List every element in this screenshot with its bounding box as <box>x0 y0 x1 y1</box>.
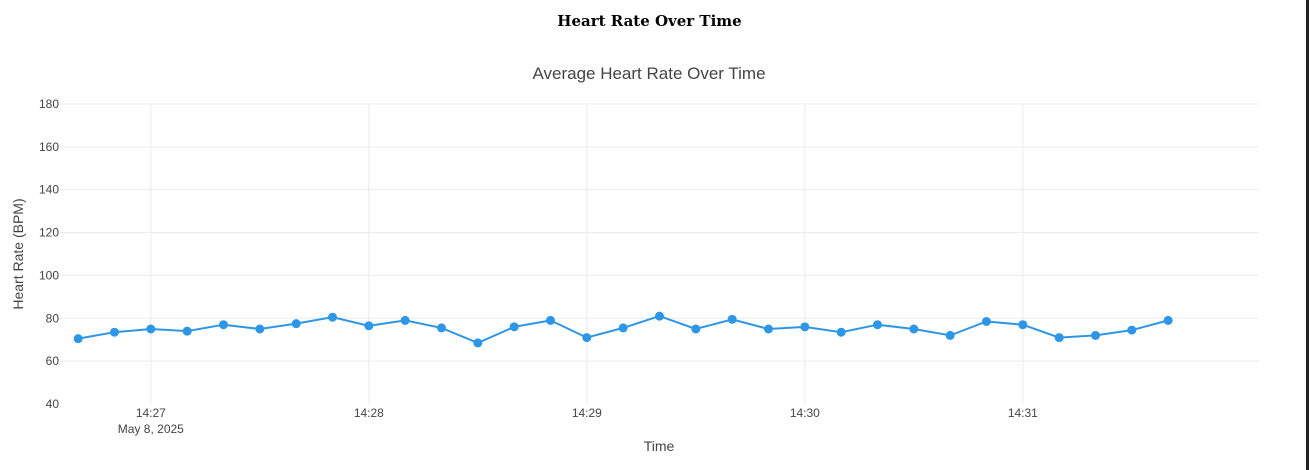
data-point <box>219 320 228 330</box>
data-point <box>328 312 337 322</box>
data-point <box>364 321 374 331</box>
data-point <box>1018 320 1028 330</box>
data-point <box>473 338 483 348</box>
data-point <box>509 322 519 332</box>
x-tick-label: 14:30 <box>790 406 820 420</box>
data-point <box>400 315 410 325</box>
data-point <box>945 330 955 340</box>
data-point <box>1091 330 1100 340</box>
x-tick-sublabel: May 8, 2025 <box>118 422 184 436</box>
x-axis-ticks: 14:27 May 8, 2025 14:28 14:29 14:30 14:31 <box>118 406 1038 436</box>
y-tick-label: 140 <box>39 183 59 197</box>
data-point <box>691 324 701 334</box>
chart-title: Average Heart Rate Over Time <box>532 64 765 83</box>
y-tick-label: 60 <box>46 354 60 368</box>
data-point <box>836 327 846 337</box>
x-tick-label: 14:31 <box>1008 406 1038 420</box>
data-point <box>982 317 991 326</box>
y-tick-label: 160 <box>39 140 59 154</box>
window-edge <box>1306 0 1309 470</box>
data-point <box>582 333 592 343</box>
data-point <box>437 323 446 333</box>
data-point <box>73 334 83 344</box>
y-tick-label: 120 <box>39 226 59 240</box>
data-point <box>764 324 773 334</box>
data-point <box>873 320 882 330</box>
data-point <box>291 319 301 329</box>
data-point <box>110 327 119 337</box>
data-point <box>909 324 919 334</box>
data-points <box>73 311 1173 348</box>
y-axis-ticks: 40 60 80 100 120 140 160 180 <box>39 97 59 411</box>
y-axis-title: Heart Rate (BPM) <box>10 198 26 309</box>
x-axis-title: Time <box>644 438 675 454</box>
data-point <box>146 324 156 334</box>
grid <box>60 103 1259 404</box>
x-tick-label: 14:29 <box>572 406 602 420</box>
y-tick-label: 40 <box>46 397 60 411</box>
data-point <box>546 315 555 325</box>
x-tick-label: 14:27 <box>136 406 166 420</box>
data-point <box>655 311 664 321</box>
y-tick-label: 80 <box>46 311 60 325</box>
y-tick-label: 180 <box>39 97 59 111</box>
data-point <box>1127 325 1137 335</box>
data-point <box>1054 333 1064 343</box>
data-point <box>182 326 192 336</box>
y-tick-label: 100 <box>39 268 59 282</box>
data-point <box>800 322 810 332</box>
data-point <box>618 323 628 333</box>
page-title: Heart Rate Over Time <box>557 12 742 30</box>
data-point <box>255 324 265 334</box>
x-tick-label: 14:28 <box>354 406 384 420</box>
data-point <box>1163 315 1173 325</box>
data-point <box>727 314 737 324</box>
